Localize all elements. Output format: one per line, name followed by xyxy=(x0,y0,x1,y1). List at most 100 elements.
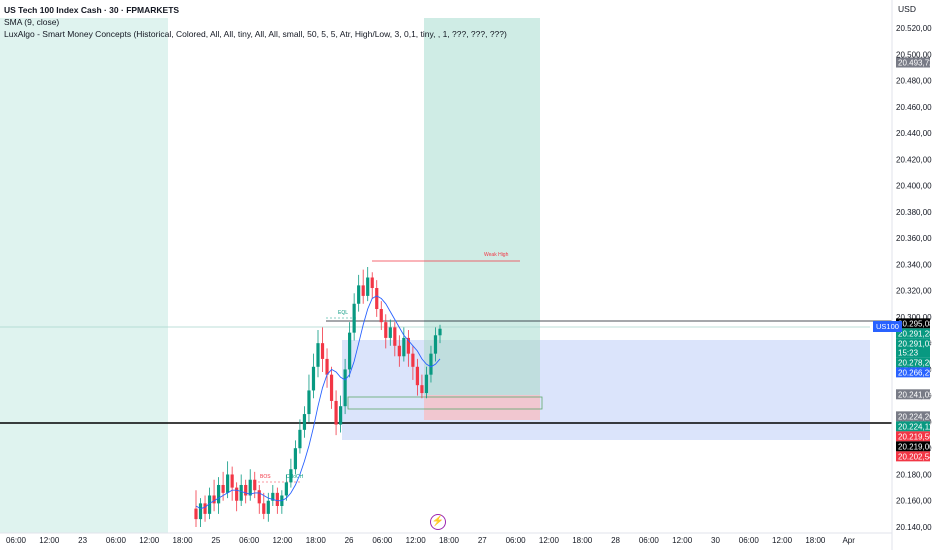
candle-body[interactable] xyxy=(284,482,288,496)
time-tick-label: 06:00 xyxy=(372,536,393,545)
candle-body[interactable] xyxy=(207,495,212,514)
candle-body[interactable] xyxy=(375,288,379,310)
fair-value-gap-box[interactable] xyxy=(347,396,543,410)
lightning-icon[interactable]: ⚡ xyxy=(430,514,446,530)
price-tick-label: 20.320,00 xyxy=(896,287,932,296)
target-zone[interactable] xyxy=(424,340,540,395)
price-tag-label: 20.266,29 xyxy=(898,368,932,377)
candle-body[interactable] xyxy=(397,345,401,357)
candle-body[interactable] xyxy=(420,385,424,394)
annotations: Weak High EQL CHoCH BOS xyxy=(260,252,509,480)
candle-body[interactable] xyxy=(257,490,261,504)
candle-body[interactable] xyxy=(393,327,397,346)
price-tag xyxy=(896,357,930,368)
candle-body[interactable] xyxy=(334,400,338,425)
legend-sma[interactable]: SMA (9, close) xyxy=(4,17,60,27)
candle-body[interactable] xyxy=(429,353,433,375)
currency-label[interactable]: USD xyxy=(898,4,916,14)
candle-body[interactable] xyxy=(230,474,234,488)
candle-body[interactable] xyxy=(406,337,410,354)
time-tick-label: 12:00 xyxy=(272,536,293,545)
candle-body[interactable] xyxy=(298,429,302,449)
price-tick-label: 20.500,00 xyxy=(896,50,932,59)
candle-body[interactable] xyxy=(198,503,203,520)
price-tag xyxy=(896,328,930,339)
candle-body[interactable] xyxy=(275,492,279,506)
time-axis[interactable]: 06:00 12:00 23 06:00 12:00 18:00 25 06:00 12:00 1… xyxy=(6,536,855,545)
candle-body[interactable] xyxy=(438,328,442,336)
candle-body[interactable] xyxy=(235,487,239,501)
time-tick-label: 06:00 xyxy=(639,536,660,545)
price-tag xyxy=(896,367,930,378)
candle-body[interactable] xyxy=(388,327,392,338)
countdown-label: 15:23 xyxy=(898,348,919,357)
candle-body[interactable] xyxy=(411,353,415,367)
price-tag-label: 20.224,26 xyxy=(898,412,932,421)
candle-body[interactable] xyxy=(212,495,216,504)
candle-body[interactable] xyxy=(244,484,248,496)
stop-zone[interactable] xyxy=(424,395,540,420)
legend-indicator[interactable]: LuxAlgo - Smart Money Concepts (Historic… xyxy=(4,29,507,39)
time-tick-label: 12:00 xyxy=(39,536,60,545)
price-tag xyxy=(896,57,930,68)
time-tick-label: 12:00 xyxy=(772,536,793,545)
candle-body[interactable] xyxy=(239,484,243,501)
candle-body[interactable] xyxy=(348,332,352,370)
candle-body[interactable] xyxy=(302,414,307,430)
candle-body[interactable] xyxy=(415,366,420,386)
candle-body[interactable] xyxy=(248,479,252,496)
price-tick-label: 20.520,00 xyxy=(896,24,932,33)
candle-body[interactable] xyxy=(320,343,325,359)
time-tick-label: 28 xyxy=(611,536,620,545)
candle-body[interactable] xyxy=(329,374,334,401)
price-tag-label: 20.241,05 xyxy=(898,390,932,399)
candle-body[interactable] xyxy=(325,358,329,375)
candle-body[interactable] xyxy=(266,500,270,514)
candle-body[interactable] xyxy=(352,303,356,333)
candle-body[interactable] xyxy=(216,484,221,504)
position-zone-right[interactable] xyxy=(424,18,540,340)
candle-body[interactable] xyxy=(307,390,311,415)
price-tag-label: 20.493,72 xyxy=(898,59,932,68)
legend-symbol-title[interactable]: US Tech 100 Index Cash · 30 · FPMARKETS xyxy=(4,5,180,15)
candle-body[interactable] xyxy=(226,474,230,493)
candle-body[interactable] xyxy=(361,285,365,296)
candle-body[interactable] xyxy=(384,322,388,338)
candle-body[interactable] xyxy=(402,337,406,357)
price-tag xyxy=(896,431,930,442)
candle-body[interactable] xyxy=(379,309,383,323)
candle-body[interactable] xyxy=(316,343,320,367)
candle-body[interactable] xyxy=(293,448,298,470)
price-tick-label: 20.440,00 xyxy=(896,129,932,138)
candle-body[interactable] xyxy=(433,335,438,354)
candle-body[interactable] xyxy=(289,469,293,483)
price-tag xyxy=(896,451,930,462)
time-tick-label: 23 xyxy=(78,536,87,545)
price-tag xyxy=(896,338,930,358)
price-tick-label: 20.180,00 xyxy=(896,470,932,479)
weak-high-label: Weak High xyxy=(484,252,509,258)
candle-body[interactable] xyxy=(338,406,343,425)
time-tick-label: 18:00 xyxy=(306,536,327,545)
price-tag xyxy=(896,318,930,329)
candle-body[interactable] xyxy=(203,503,207,514)
candle-body[interactable] xyxy=(311,366,316,391)
candle-body[interactable] xyxy=(370,277,374,289)
candle-body[interactable] xyxy=(343,369,347,407)
candle-body[interactable] xyxy=(424,374,429,394)
time-tick-label: 27 xyxy=(478,536,487,545)
candle-body[interactable] xyxy=(357,285,361,304)
price-tag-label: 20.202,54 xyxy=(898,452,932,461)
candle-body[interactable] xyxy=(271,492,275,501)
position-zone-left xyxy=(0,18,168,533)
price-tick-label: 20.140,00 xyxy=(896,523,932,532)
candle-body[interactable] xyxy=(262,503,266,514)
candle-body[interactable] xyxy=(366,277,370,296)
candle-body[interactable] xyxy=(253,479,257,491)
eql-label: EQL xyxy=(338,310,348,316)
price-tag-label: 20.295,08 xyxy=(898,319,932,328)
candle-body[interactable] xyxy=(194,508,198,520)
price-tag-label: 20.291,03 xyxy=(898,339,932,348)
candle-body[interactable] xyxy=(221,484,225,493)
